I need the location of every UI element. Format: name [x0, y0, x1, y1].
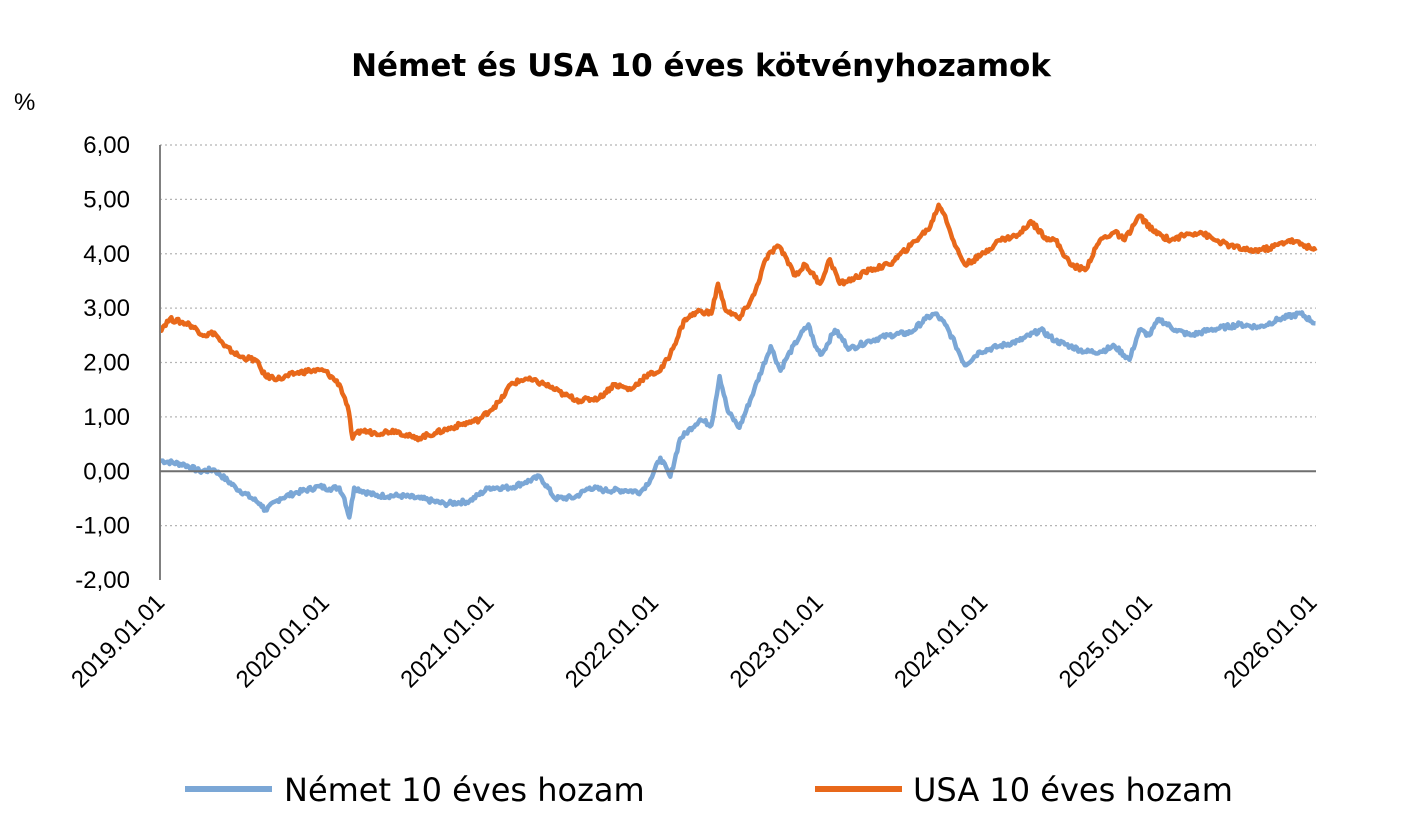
x-tick-label: 2024.01.01: [889, 589, 993, 693]
x-tick-label: 2026.01.01: [1218, 589, 1322, 693]
chart-title: Német és USA 10 éves kötvényhozamok: [351, 48, 1052, 84]
x-tick-label: 2021.01.01: [395, 589, 499, 693]
y-tick-label: 1,00: [83, 404, 130, 431]
x-tick-label: 2019.01.01: [66, 589, 170, 693]
y-tick-label: 3,00: [83, 295, 130, 322]
y-tick-label: 0,00: [83, 458, 130, 485]
y-tick-labels: 6,00 5,00 4,00 3,00 2,00 1,00 0,00 -1,00 -2,00: [75, 132, 130, 594]
x-tick-label: 2025.01.01: [1054, 589, 1158, 693]
x-tick-labels: 2019.01.01 2020.01.01 2021.01.01 2022.01.01…: [66, 589, 1322, 693]
y-tick-label: 2,00: [83, 350, 130, 377]
y-tick-label: 4,00: [83, 241, 130, 268]
x-tick-label: 2022.01.01: [560, 589, 664, 693]
series-lines: [158, 202, 1318, 520]
x-tick-label: 2020.01.01: [231, 589, 335, 693]
x-tick-label: 2023.01.01: [725, 589, 829, 693]
y-tick-label: 5,00: [83, 186, 130, 213]
series-line-nemet: [159, 310, 1317, 520]
series-line-usa: [158, 202, 1318, 443]
y-tick-label: -1,00: [75, 513, 130, 540]
legend: Német 10 éves hozam USA 10 éves hozam: [185, 771, 1233, 809]
y-tick-label: 6,00: [83, 132, 130, 159]
y-axis-label: %: [14, 89, 35, 116]
legend-label-nemet: Német 10 éves hozam: [284, 771, 645, 809]
gridlines: [160, 144, 1316, 527]
y-tick-label: -2,00: [75, 567, 130, 594]
legend-label-usa: USA 10 éves hozam: [913, 771, 1233, 809]
